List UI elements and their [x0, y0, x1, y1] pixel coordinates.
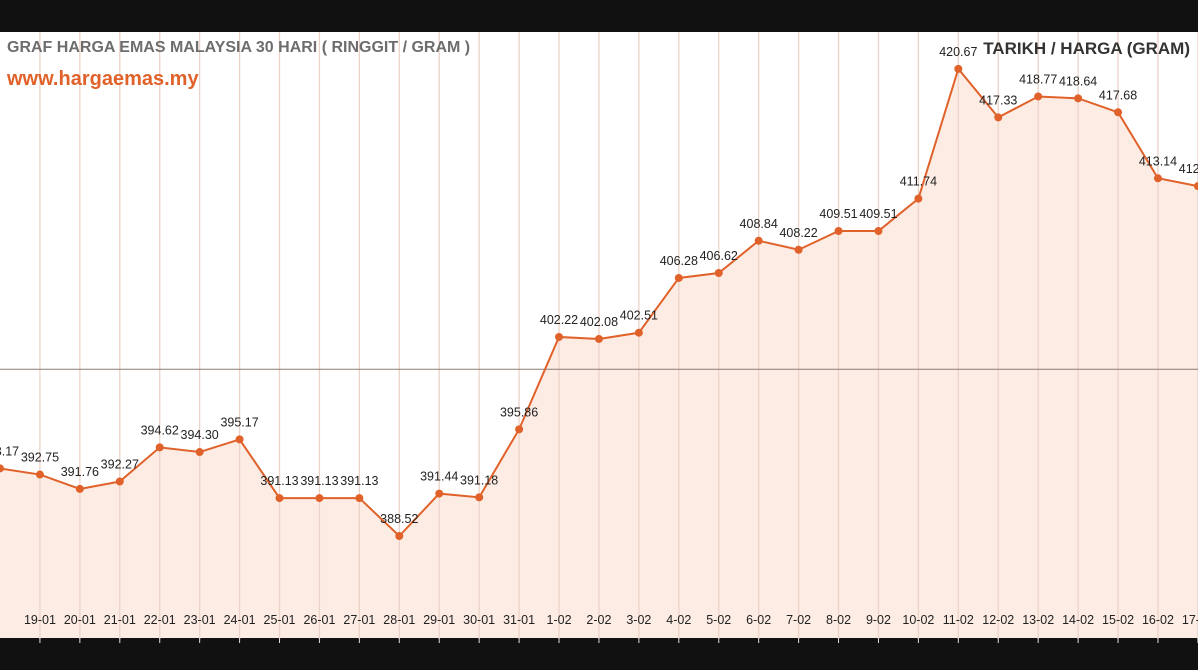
x-tick-label: 8-02 — [826, 613, 851, 627]
data-point — [1074, 94, 1083, 103]
x-tick-label: 17-02 — [1182, 613, 1198, 627]
data-point — [1114, 108, 1123, 117]
data-label: 411.74 — [900, 175, 937, 189]
x-tick-label: 6-02 — [746, 613, 771, 627]
x-tick-label: 24-01 — [224, 613, 256, 627]
data-label: 417.33 — [979, 93, 1017, 107]
data-point — [634, 328, 643, 337]
data-point — [594, 334, 603, 343]
x-tick-label: 13-02 — [1022, 613, 1054, 627]
x-tick-label: 29-01 — [423, 613, 455, 627]
data-label: 418.64 — [1059, 74, 1097, 88]
x-tick-label: 23-01 — [184, 613, 216, 627]
data-label: 402.22 — [540, 313, 578, 327]
data-point — [195, 448, 204, 457]
data-label: 391.13 — [340, 474, 378, 488]
data-label: 402.08 — [580, 315, 618, 329]
x-tick-label: 9-02 — [866, 613, 891, 627]
data-label: 391.76 — [61, 465, 99, 479]
data-point — [874, 227, 883, 236]
legend-label: TARIKH / HARGA (GRAM) — [983, 39, 1190, 58]
data-point — [475, 493, 484, 502]
data-label: 417.68 — [1099, 88, 1137, 102]
x-tick-label: 16-02 — [1142, 613, 1174, 627]
data-label: 394.30 — [181, 428, 219, 442]
bottom-bar — [0, 639, 1198, 670]
top-bar — [0, 0, 1198, 32]
data-point — [994, 113, 1003, 122]
data-point — [754, 236, 763, 245]
data-point — [1193, 182, 1198, 191]
data-label: 395.17 — [220, 415, 258, 429]
data-label: 388.52 — [380, 512, 418, 526]
x-tick-label: 3-02 — [626, 613, 651, 627]
data-point — [954, 64, 963, 73]
x-tick-label: 10-02 — [902, 613, 934, 627]
data-point — [35, 470, 44, 479]
chart-title: GRAF HARGA EMAS MALAYSIA 30 HARI ( RINGG… — [7, 39, 471, 56]
x-tick-label: 1-02 — [547, 613, 572, 627]
data-label: 413.14 — [1139, 154, 1177, 168]
x-tick-label: 4-02 — [666, 613, 691, 627]
data-label: 402.51 — [620, 309, 658, 323]
x-tick-label: 5-02 — [706, 613, 731, 627]
data-label: 409.51 — [859, 207, 897, 221]
data-label: 395.86 — [500, 405, 538, 419]
data-label: 408.84 — [740, 217, 778, 231]
data-label: 420.67 — [939, 45, 977, 59]
data-point — [794, 245, 803, 254]
data-label: 393.17 — [0, 444, 19, 458]
data-point — [355, 494, 364, 503]
data-point — [0, 464, 4, 473]
data-point — [515, 425, 524, 434]
data-label: 412.60 — [1179, 162, 1198, 176]
data-label: 391.18 — [460, 473, 498, 487]
x-tick-label: 28-01 — [383, 613, 415, 627]
data-point — [115, 477, 124, 486]
data-point — [555, 332, 564, 341]
data-label: 391.44 — [420, 470, 458, 484]
x-tick-label: 7-02 — [786, 613, 811, 627]
x-tick-label: 27-01 — [343, 613, 375, 627]
data-point — [315, 494, 324, 503]
data-label: 408.22 — [779, 226, 817, 240]
x-tick-label: 21-01 — [104, 613, 136, 627]
data-label: 418.77 — [1019, 72, 1057, 86]
x-tick-label: 19-01 — [24, 613, 56, 627]
x-tick-label: 31-01 — [503, 613, 535, 627]
data-point — [235, 435, 244, 444]
data-label: 409.51 — [819, 207, 857, 221]
website-link[interactable]: www.hargaemas.my — [7, 68, 199, 90]
data-point — [155, 443, 164, 452]
data-point — [714, 269, 723, 278]
data-label: 391.13 — [300, 474, 338, 488]
x-tick-label: 30-01 — [463, 613, 495, 627]
data-label: 406.28 — [660, 254, 698, 268]
data-point — [275, 494, 284, 503]
data-point — [75, 484, 84, 493]
data-point — [395, 532, 404, 540]
x-tick-label: 20-01 — [64, 613, 96, 627]
x-tick-label: 26-01 — [303, 613, 335, 627]
x-tick-label: 25-01 — [264, 613, 296, 627]
x-tick-label: 12-02 — [982, 613, 1014, 627]
data-point — [1034, 92, 1043, 101]
data-point — [674, 273, 683, 282]
x-tick-label: 11-02 — [943, 613, 974, 627]
data-label: 391.13 — [260, 474, 298, 488]
data-label: 392.27 — [101, 458, 139, 472]
data-point — [435, 489, 444, 498]
x-tick-label: 15-02 — [1102, 613, 1134, 627]
data-point — [1153, 174, 1162, 183]
x-tick-label: 22-01 — [144, 613, 176, 627]
x-tick-label: 2-02 — [586, 613, 611, 627]
data-point — [834, 227, 843, 236]
data-label: 392.75 — [21, 451, 59, 465]
data-label: 394.62 — [141, 423, 179, 437]
x-tick-label: 14-02 — [1062, 613, 1094, 627]
data-label: 406.62 — [700, 249, 738, 263]
data-point — [914, 194, 923, 203]
